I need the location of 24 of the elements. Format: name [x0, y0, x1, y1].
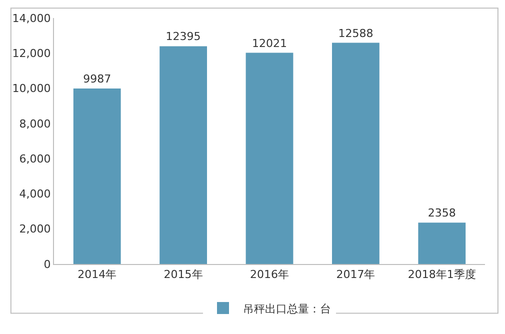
data-label: 12588	[338, 26, 374, 40]
y-tick-label: 8,000	[19, 117, 51, 130]
y-tick-label: 4,000	[19, 188, 51, 201]
bar	[332, 42, 380, 264]
x-tick-label: 2014年	[78, 268, 117, 282]
y-tick-label: 2,000	[19, 222, 51, 236]
bar	[246, 52, 294, 264]
y-tick-label: 12,000	[12, 46, 51, 60]
data-label: 9987	[83, 72, 112, 86]
bar	[73, 88, 121, 264]
data-label: 12021	[252, 36, 288, 50]
bar	[160, 46, 208, 264]
x-tick-label: 2017年	[336, 268, 376, 282]
x-tick-label: 2018年1季度	[408, 268, 476, 282]
legend-label: 吊秤出口总量：台	[243, 302, 331, 316]
y-tick-label: 14,000	[12, 12, 51, 25]
y-tick-label: 10,000	[12, 82, 51, 96]
data-label: 12395	[166, 30, 201, 44]
bar	[418, 222, 466, 264]
y-tick-label: 6,000	[19, 152, 51, 166]
x-tick-label: 2015年	[164, 268, 203, 282]
data-label: 2358	[428, 206, 456, 220]
y-tick-label: 0	[44, 258, 51, 271]
x-tick-label: 2016年	[250, 268, 289, 282]
